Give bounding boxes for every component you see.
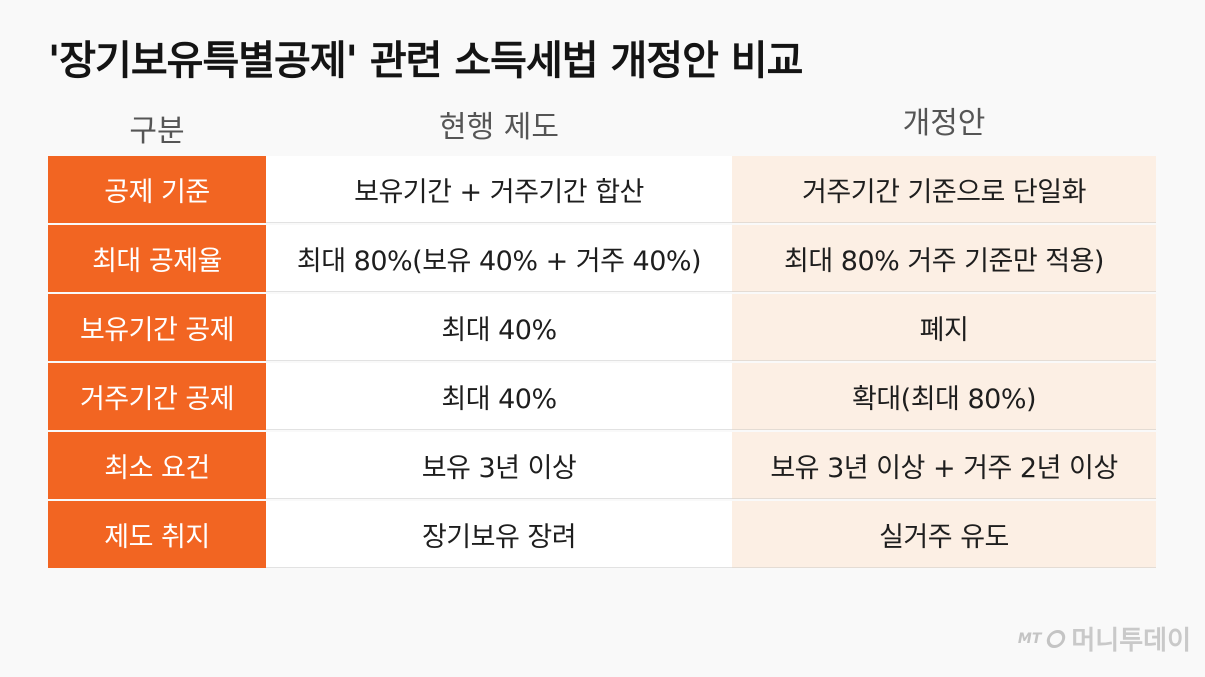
column-header-current: 현행 제도: [439, 110, 559, 145]
column-header-proposed: 개정안: [902, 106, 986, 141]
row-label-cell: 공제 기준: [48, 156, 266, 223]
row-label-cell: 제도 취지: [48, 501, 266, 568]
watermark-logo: MT 머니투데이: [1018, 620, 1191, 657]
current-cell: 최대 80%(보유 40% + 거주 40%): [266, 225, 732, 292]
table-row: 거주기간 공제 최대 40% 확대(최대 80%): [48, 363, 1156, 430]
table-row: 최소 요건 보유 3년 이상 보유 3년 이상 + 거주 2년 이상: [48, 432, 1156, 499]
current-cell: 보유기간 + 거주기간 합산: [266, 156, 732, 223]
proposed-cell: 실거주 유도: [732, 501, 1156, 568]
logo-name: 머니투데이: [1071, 626, 1191, 656]
proposed-cell: 확대(최대 80%): [732, 363, 1156, 430]
proposed-cell: 최대 80% 거주 기준만 적용): [732, 225, 1156, 292]
logo-ring-icon: [1045, 629, 1068, 648]
current-cell: 최대 40%: [266, 363, 732, 430]
page-title: '장기보유특별공제' 관련 소득세법 개정안 비교: [48, 38, 803, 84]
table-row: 최대 공제율 최대 80%(보유 40% + 거주 40%) 최대 80% 거주…: [48, 225, 1156, 292]
proposed-cell: 보유 3년 이상 + 거주 2년 이상: [732, 432, 1156, 499]
current-cell: 최대 40%: [266, 294, 732, 361]
comparison-table: 공제 기준 보유기간 + 거주기간 합산 거주기간 기준으로 단일화 최대 공제…: [48, 156, 1156, 570]
column-header-category: 구분: [129, 114, 185, 149]
row-label-cell: 보유기간 공제: [48, 294, 266, 361]
table-row: 제도 취지 장기보유 장려 실거주 유도: [48, 501, 1156, 568]
table-row: 공제 기준 보유기간 + 거주기간 합산 거주기간 기준으로 단일화: [48, 156, 1156, 223]
row-label-cell: 최대 공제율: [48, 225, 266, 292]
proposed-cell: 거주기간 기준으로 단일화: [732, 156, 1156, 223]
proposed-cell: 폐지: [732, 294, 1156, 361]
current-cell: 장기보유 장려: [266, 501, 732, 568]
row-label-cell: 거주기간 공제: [48, 363, 266, 430]
table-row: 보유기간 공제 최대 40% 폐지: [48, 294, 1156, 361]
row-label-cell: 최소 요건: [48, 432, 266, 499]
current-cell: 보유 3년 이상: [266, 432, 732, 499]
logo-mark: MT: [1017, 630, 1042, 647]
